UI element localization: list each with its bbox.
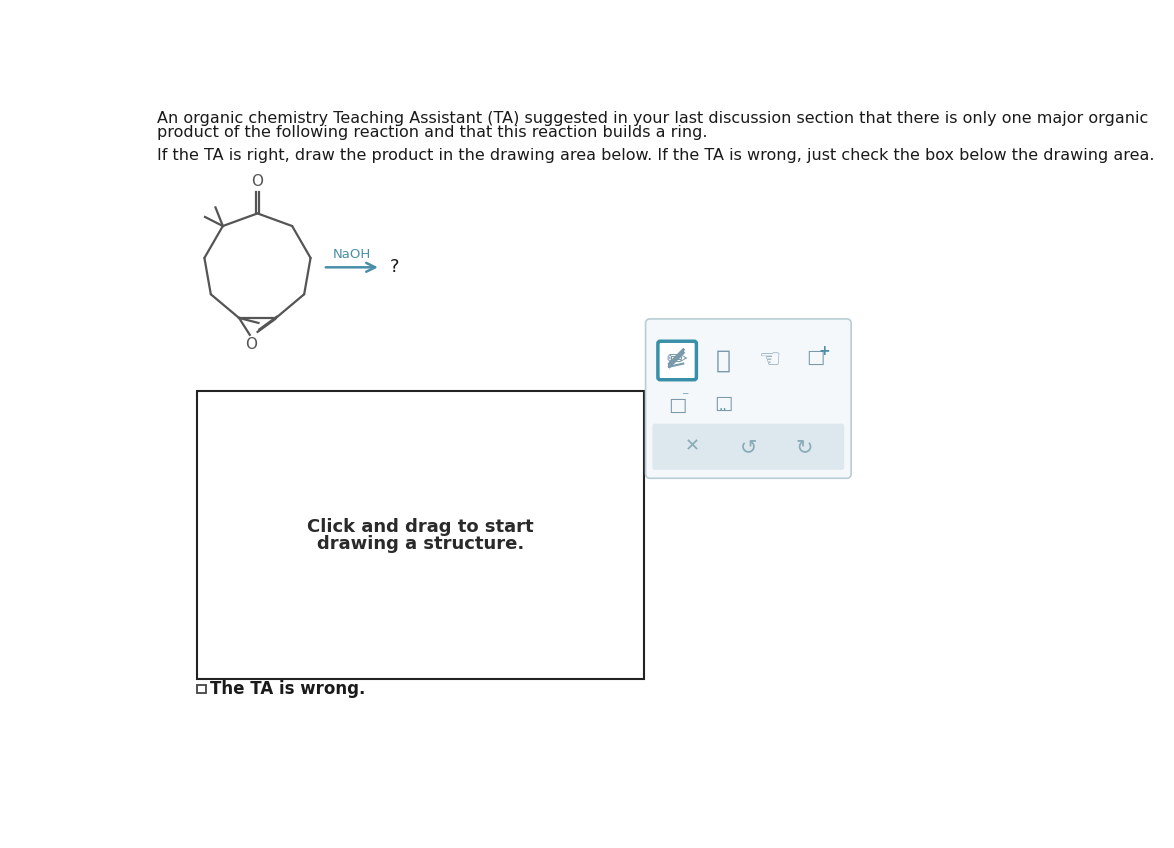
Text: NaOH: NaOH (332, 248, 371, 261)
Text: The TA is wrong.: The TA is wrong. (210, 680, 365, 698)
Text: ✏: ✏ (667, 349, 688, 372)
Text: Click and drag to start: Click and drag to start (308, 518, 534, 536)
Text: □: □ (807, 348, 825, 367)
Text: □: □ (714, 394, 733, 413)
Text: ⁻: ⁻ (681, 390, 688, 404)
Text: ··: ·· (718, 403, 728, 416)
Text: If the TA is right, draw the product in the drawing area below. If the TA is wro: If the TA is right, draw the product in … (157, 148, 1155, 163)
Text: □: □ (668, 396, 687, 415)
Text: +: + (818, 344, 830, 358)
Text: ?: ? (390, 258, 399, 276)
Bar (197, 391, 645, 679)
Text: product of the following reaction ​and​ that this reaction builds a ring.: product of the following reaction ​and​ … (157, 125, 708, 140)
Text: ☜: ☜ (758, 349, 781, 372)
FancyBboxPatch shape (653, 424, 844, 470)
Text: O: O (251, 174, 263, 189)
Text: ✕: ✕ (684, 438, 700, 455)
Text: O: O (244, 337, 257, 352)
Text: ↻: ↻ (796, 437, 812, 457)
Text: An organic chemistry Teaching Assistant (TA) suggested in your last discussion s: An organic chemistry Teaching Assistant … (157, 111, 1148, 126)
Text: drawing a structure.: drawing a structure. (317, 535, 525, 553)
Text: ↺: ↺ (740, 437, 757, 457)
Text: ⬧: ⬧ (716, 349, 731, 372)
FancyBboxPatch shape (646, 319, 851, 478)
Bar (197, 684, 205, 693)
FancyBboxPatch shape (657, 341, 696, 380)
